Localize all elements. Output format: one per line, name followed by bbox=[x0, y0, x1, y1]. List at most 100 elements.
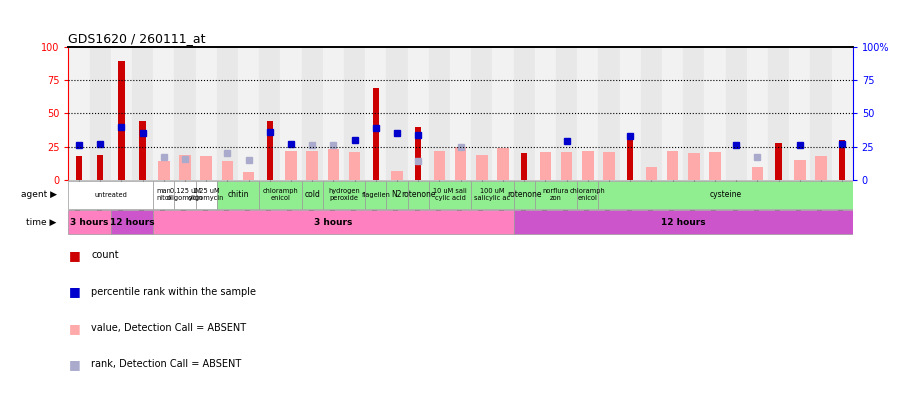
Text: rank, Detection Call = ABSENT: rank, Detection Call = ABSENT bbox=[91, 360, 241, 369]
Bar bbox=[153, 210, 513, 234]
Text: hydrogen
peroxide: hydrogen peroxide bbox=[328, 188, 360, 201]
Bar bbox=[577, 47, 598, 180]
Text: norflura
zon: norflura zon bbox=[542, 188, 568, 201]
Text: 12 hours: 12 hours bbox=[660, 218, 705, 227]
Bar bbox=[751, 167, 763, 180]
Text: 0.125 uM
oligomycin: 0.125 uM oligomycin bbox=[167, 188, 203, 201]
Bar bbox=[110, 210, 153, 234]
Bar bbox=[645, 167, 657, 180]
Bar bbox=[471, 181, 513, 209]
Bar bbox=[200, 156, 211, 180]
Text: untreated: untreated bbox=[94, 192, 128, 198]
Text: time ▶: time ▶ bbox=[26, 218, 56, 227]
Bar bbox=[831, 47, 852, 180]
Bar bbox=[89, 47, 110, 180]
Bar bbox=[793, 160, 804, 180]
Bar bbox=[725, 47, 746, 180]
Bar bbox=[415, 127, 421, 180]
Bar bbox=[581, 151, 593, 180]
Text: ■: ■ bbox=[68, 358, 80, 371]
Text: 12 hours: 12 hours bbox=[109, 218, 154, 227]
Bar bbox=[302, 181, 322, 209]
Bar bbox=[97, 155, 103, 180]
Bar bbox=[534, 181, 577, 209]
Bar bbox=[746, 47, 767, 180]
Text: ■: ■ bbox=[68, 285, 80, 298]
Bar bbox=[68, 210, 110, 234]
Bar bbox=[687, 153, 699, 180]
Bar bbox=[428, 181, 471, 209]
Bar bbox=[153, 47, 174, 180]
Bar bbox=[259, 181, 302, 209]
Text: cysteine: cysteine bbox=[709, 190, 741, 199]
Bar bbox=[598, 181, 852, 209]
Bar bbox=[302, 47, 322, 180]
Bar bbox=[68, 181, 153, 209]
Bar bbox=[158, 161, 169, 180]
Bar bbox=[221, 161, 233, 180]
Bar bbox=[266, 122, 272, 180]
Bar bbox=[306, 151, 318, 180]
Text: ■: ■ bbox=[68, 249, 80, 262]
Bar bbox=[788, 47, 810, 180]
Bar bbox=[139, 122, 146, 180]
Bar bbox=[110, 47, 132, 180]
Bar bbox=[391, 171, 403, 180]
Bar bbox=[539, 152, 550, 180]
Bar bbox=[619, 47, 640, 180]
Bar bbox=[195, 47, 217, 180]
Bar bbox=[492, 47, 513, 180]
Bar bbox=[407, 47, 428, 180]
Bar bbox=[810, 47, 831, 180]
Bar bbox=[513, 181, 534, 209]
Bar bbox=[513, 210, 852, 234]
Bar bbox=[703, 47, 725, 180]
Bar bbox=[153, 181, 174, 209]
Bar bbox=[386, 181, 407, 209]
Bar bbox=[626, 140, 632, 180]
Bar bbox=[259, 47, 280, 180]
Bar bbox=[774, 143, 781, 180]
Bar bbox=[556, 47, 577, 180]
Bar bbox=[195, 181, 217, 209]
Bar bbox=[280, 47, 302, 180]
Bar bbox=[577, 181, 598, 209]
Bar bbox=[364, 181, 386, 209]
Bar bbox=[471, 47, 492, 180]
Bar bbox=[496, 148, 508, 180]
Bar bbox=[455, 147, 466, 180]
Text: GDS1620 / 260111_at: GDS1620 / 260111_at bbox=[68, 32, 206, 45]
Bar bbox=[534, 47, 556, 180]
Bar bbox=[407, 181, 428, 209]
Bar bbox=[838, 140, 844, 180]
Text: 100 uM
salicylic ac: 100 uM salicylic ac bbox=[474, 188, 510, 201]
Text: chloramph
enicol: chloramph enicol bbox=[262, 188, 298, 201]
Bar bbox=[386, 47, 407, 180]
Bar bbox=[68, 47, 89, 180]
Text: N2: N2 bbox=[392, 190, 402, 199]
Bar bbox=[348, 152, 360, 180]
Text: 3 hours: 3 hours bbox=[70, 218, 108, 227]
Bar bbox=[598, 47, 619, 180]
Bar bbox=[322, 181, 364, 209]
Bar bbox=[640, 47, 661, 180]
Bar bbox=[285, 151, 296, 180]
Text: count: count bbox=[91, 250, 118, 260]
Bar bbox=[217, 47, 238, 180]
Text: flagellen: flagellen bbox=[361, 192, 390, 198]
Text: rotenone: rotenone bbox=[401, 190, 435, 199]
Bar bbox=[560, 152, 572, 180]
Text: chitin: chitin bbox=[227, 190, 249, 199]
Bar bbox=[238, 47, 259, 180]
Bar bbox=[76, 156, 82, 180]
Bar bbox=[179, 155, 190, 180]
Text: rotenone: rotenone bbox=[507, 190, 541, 199]
Bar bbox=[814, 156, 826, 180]
Bar bbox=[602, 152, 614, 180]
Bar bbox=[132, 47, 153, 180]
Text: 10 uM sali
cylic acid: 10 uM sali cylic acid bbox=[433, 188, 466, 201]
Text: value, Detection Call = ABSENT: value, Detection Call = ABSENT bbox=[91, 323, 246, 333]
Bar bbox=[322, 47, 343, 180]
Bar bbox=[682, 47, 703, 180]
Text: 3 hours: 3 hours bbox=[314, 218, 353, 227]
